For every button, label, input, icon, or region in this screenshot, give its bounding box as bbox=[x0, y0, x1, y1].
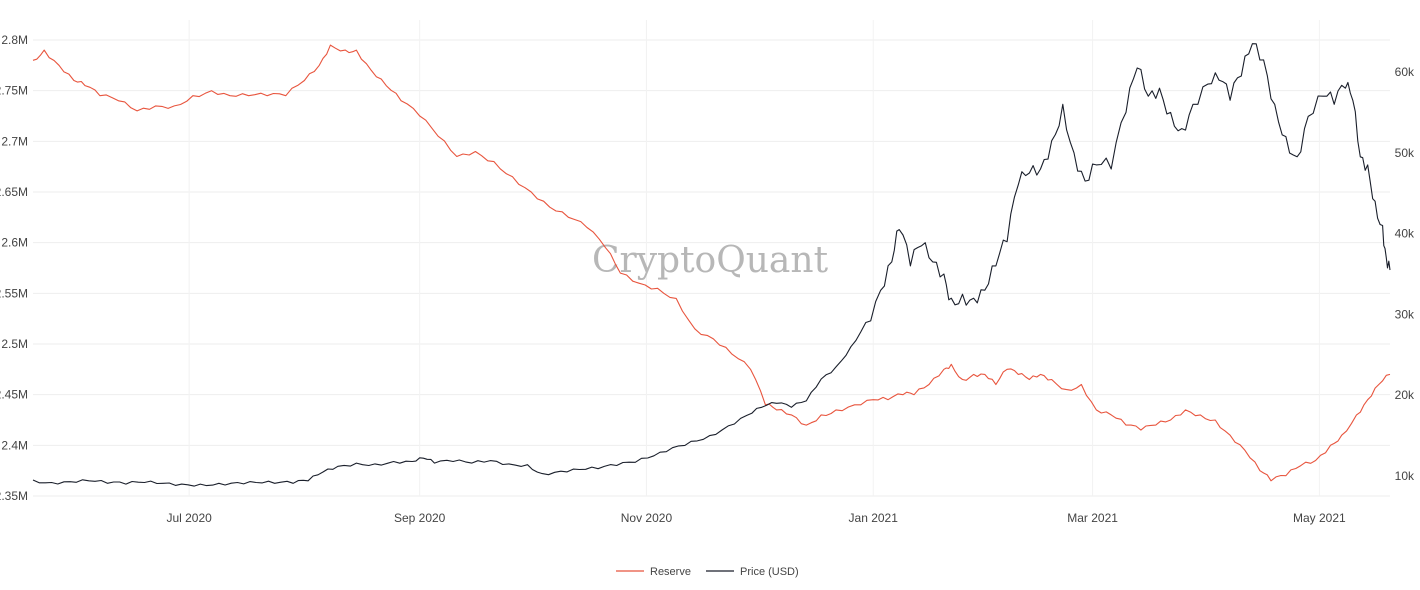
watermark: CryptoQuant bbox=[592, 240, 829, 281]
left-axis-tick-label: 2.5M bbox=[1, 337, 28, 351]
right-axis-tick-label: 10k bbox=[1395, 469, 1415, 483]
series-line-reserve bbox=[32, 44, 1391, 482]
left-axis-tick-label: 2.55M bbox=[0, 286, 28, 300]
series-line-price bbox=[32, 43, 1391, 487]
x-axis-tick-label: May 2021 bbox=[1293, 511, 1346, 525]
x-axis-tick-label: Nov 2020 bbox=[621, 511, 673, 525]
x-axis-tick-label: Jul 2020 bbox=[166, 511, 212, 525]
right-axis-tick-label: 40k bbox=[1395, 227, 1415, 241]
left-axis-tick-label: 2.35M bbox=[0, 489, 28, 503]
left-axis-tick-label: 2.6M bbox=[1, 236, 28, 250]
left-axis-tick-label: 2.4M bbox=[1, 438, 28, 452]
left-axis-tick-label: 2.45M bbox=[0, 388, 28, 402]
left-axis-tick-label: 2.75M bbox=[0, 84, 28, 98]
right-axis-tick-label: 30k bbox=[1395, 307, 1415, 321]
left-axis-tick-label: 2.7M bbox=[1, 134, 28, 148]
legend: Reserve Price (USD) bbox=[616, 566, 799, 578]
right-axis-tick-label: 50k bbox=[1395, 146, 1415, 160]
right-axis-tick-label: 60k bbox=[1395, 65, 1415, 79]
x-axis-tick-label: Sep 2020 bbox=[394, 511, 446, 525]
right-axis-tick-label: 20k bbox=[1395, 388, 1415, 402]
left-axis-tick-label: 2.65M bbox=[0, 185, 28, 199]
legend-label-price: Price (USD) bbox=[740, 566, 799, 578]
x-axis-tick-label: Jan 2021 bbox=[849, 511, 899, 525]
x-axis-tick-label: Mar 2021 bbox=[1067, 511, 1118, 525]
left-axis-tick-label: 2.8M bbox=[1, 33, 28, 47]
legend-label-reserve: Reserve bbox=[650, 566, 691, 578]
